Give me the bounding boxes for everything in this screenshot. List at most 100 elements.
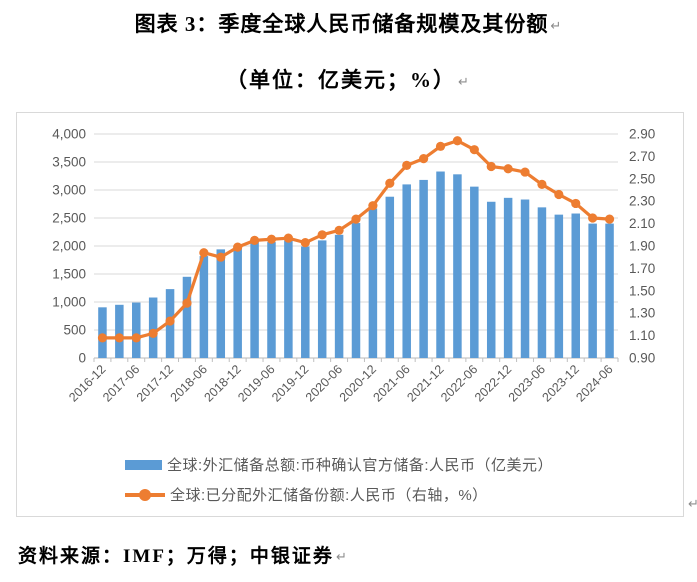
share-line-marker <box>300 238 310 248</box>
share-line-marker <box>486 161 496 172</box>
right-axis-tick-label: 1.30 <box>629 306 655 321</box>
left-axis-tick-label: 500 <box>63 323 86 338</box>
share-line-marker <box>571 198 581 209</box>
right-axis-tick-label: 2.50 <box>629 171 655 186</box>
reserve-bar <box>436 171 445 358</box>
figure-title-text: 图表 3：季度全球人民币储备规模及其份额 <box>134 12 549 36</box>
share-line-marker <box>588 213 598 223</box>
share-line-marker <box>199 248 209 258</box>
share-line-marker <box>604 214 615 224</box>
reserve-bar <box>334 234 344 358</box>
share-line-marker <box>452 136 463 146</box>
share-line-marker <box>97 333 108 343</box>
legend-label-line-series: 全球:已分配外汇储备份额:人民币（右轴，%） <box>170 487 488 504</box>
left-axis-tick-label: 1,000 <box>52 295 86 310</box>
share-line-marker <box>351 214 361 224</box>
legend-label-bar-series: 全球:外汇储备总额:币种确认官方储备:人民币（亿美元） <box>167 457 554 474</box>
share-line-marker <box>317 230 327 240</box>
share-line-marker <box>283 233 293 243</box>
share-line-marker <box>114 333 124 343</box>
reserve-bar <box>368 208 378 358</box>
figure-subtitle-text: （单位：亿美元；%） <box>226 68 457 92</box>
share-line-marker <box>435 141 446 151</box>
legend-item-bar-series: 全球:外汇储备总额:币种确认官方储备:人民币（亿美元） <box>125 454 553 475</box>
x-axis-tick-label: 2024-06 <box>573 362 615 404</box>
reserve-bar <box>453 174 462 358</box>
left-axis-tick-label: 3,000 <box>52 183 86 198</box>
reserve-bar <box>503 197 513 358</box>
reserve-bar <box>132 302 141 358</box>
right-axis-tick-label: 1.70 <box>629 261 655 276</box>
figure-title: 图表 3：季度全球人民币储备规模及其份额 ↵ <box>0 8 697 38</box>
chart-frame: 0 500 1,000 1,500 2,000 2,500 3,000 3,500 4,000 0… <box>16 112 684 517</box>
source-note: 资料来源：IMF；万得；中银证券 ↵ <box>18 541 349 568</box>
paragraph-mark-icon: ↵ <box>688 497 697 512</box>
share-line-marker <box>368 201 378 211</box>
reserve-bar <box>351 223 361 358</box>
right-axis-tick-label: 2.30 <box>629 194 655 209</box>
share-line-marker <box>148 328 158 338</box>
paragraph-mark-icon: ↵ <box>550 18 563 34</box>
share-line-marker <box>402 160 412 170</box>
reserve-bar <box>520 199 530 358</box>
reserve-bar <box>301 246 310 358</box>
reserve-bar <box>250 240 259 358</box>
left-axis-tick-label: 1,500 <box>52 267 86 282</box>
share-line-marker <box>266 234 277 244</box>
reserve-bar <box>115 304 124 358</box>
legend-item-line-series: 全球:已分配外汇储备份额:人民币（右轴，%） <box>125 484 553 505</box>
chart-legend: 全球:外汇储备总额:币种确认官方储备:人民币（亿美元） 全球:已分配外汇储备份额… <box>125 454 553 505</box>
reserve-bar <box>605 223 614 358</box>
share-line-marker <box>385 178 395 188</box>
right-axis-tick-label: 1.10 <box>629 328 655 343</box>
right-axis-tick-label: 2.10 <box>629 216 655 231</box>
reserve-bar <box>284 240 293 358</box>
source-note-text: 资料来源：IMF；万得；中银证券 <box>18 546 334 567</box>
left-axis-tick-label: 4,000 <box>52 127 86 142</box>
right-axis-tick-label: 2.70 <box>629 149 655 164</box>
figure-subtitle: （单位：亿美元；%） ↵ <box>0 64 697 94</box>
share-line-marker <box>182 298 192 308</box>
reserve-bar <box>402 184 411 358</box>
line-swatch-icon <box>125 488 165 501</box>
left-axis-tick-label: 3,500 <box>52 155 86 170</box>
bar-swatch-icon <box>125 459 162 470</box>
reserve-bar <box>419 179 428 358</box>
reserve-bar <box>267 242 276 358</box>
left-axis-tick-label: 2,000 <box>52 239 86 254</box>
right-axis-tick-label: 1.90 <box>629 239 655 254</box>
reserve-bar <box>233 246 242 358</box>
reserve-bar <box>588 223 597 358</box>
share-line-marker <box>419 154 429 164</box>
reserve-bar <box>385 196 395 358</box>
share-line-marker <box>249 235 260 245</box>
reserve-bar <box>537 207 547 358</box>
right-axis-tick-label: 1.50 <box>629 283 655 298</box>
combo-chart: 0 500 1,000 1,500 2,000 2,500 3,000 3,500 4,000 0… <box>52 127 655 405</box>
right-axis-tick-label: 2.90 <box>629 127 655 142</box>
right-axis-tick-label: 0.90 <box>629 351 655 366</box>
share-line-marker <box>233 242 243 252</box>
share-line-marker <box>469 145 479 155</box>
share-line-marker <box>131 333 141 343</box>
share-line-marker <box>334 225 344 235</box>
share-line-marker <box>503 164 513 174</box>
share-line-marker <box>554 189 564 200</box>
paragraph-mark-icon: ↵ <box>458 74 471 90</box>
reserve-bar <box>216 249 226 358</box>
reserve-bar <box>554 214 564 358</box>
share-line-marker <box>216 252 226 262</box>
left-axis-tick-label: 2,500 <box>52 211 86 226</box>
reserve-bar <box>98 307 107 358</box>
reserve-bar <box>486 201 496 358</box>
reserve-bar <box>148 297 158 358</box>
reserve-bar <box>470 186 479 358</box>
share-line-marker <box>537 179 547 189</box>
share-line-marker <box>520 167 530 177</box>
reserve-bar <box>182 276 192 358</box>
left-axis-tick-label: 0 <box>78 351 86 366</box>
reserve-bar <box>199 256 209 358</box>
reserve-bar <box>571 213 580 358</box>
reserve-bar <box>317 240 327 358</box>
